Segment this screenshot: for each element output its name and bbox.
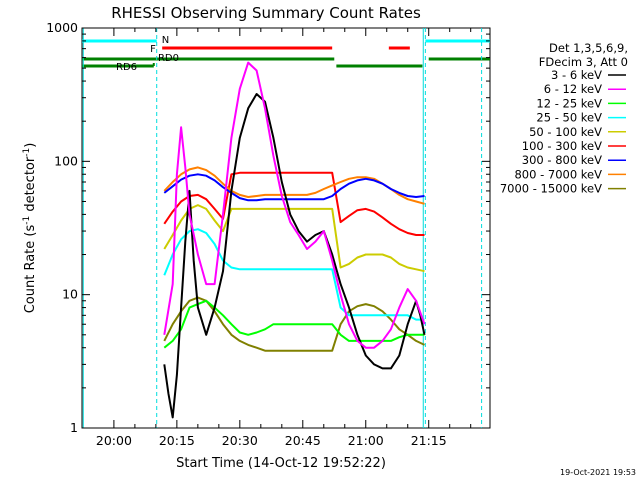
x-tick-label: 20:15 <box>159 433 195 448</box>
legend-label: 7000 - 15000 keV <box>500 182 602 196</box>
y-tick-label: 10 <box>62 287 78 302</box>
y-tick-label: 100 <box>54 153 78 168</box>
series-line <box>163 204 425 273</box>
night-label: N <box>162 35 169 46</box>
x-tick-label: 21:00 <box>348 433 384 448</box>
legend-label: 100 - 300 keV <box>522 139 602 153</box>
series-line <box>163 93 426 419</box>
y-tick-label: 1000 <box>46 20 78 35</box>
series-line <box>163 61 426 349</box>
legend-header-line1: Det 1,3,5,6,9, <box>549 41 628 55</box>
legend-label: 300 - 800 keV <box>522 153 602 167</box>
x-tick-label: 20:30 <box>222 433 258 448</box>
legend-label: 50 - 100 keV <box>529 125 602 139</box>
legend-label: 12 - 25 keV <box>536 96 602 110</box>
series-line <box>163 171 425 236</box>
x-axis: 20:00 20:15 20:30 20:45 21:00 21:15 <box>96 28 472 448</box>
x-tick-label: 21:15 <box>411 433 447 448</box>
rd6-label: RD6 <box>116 62 137 73</box>
rd0-label: RD0 <box>158 53 179 64</box>
flare-label: F <box>150 44 156 55</box>
y-axis: 1 10 100 1000 <box>46 20 490 435</box>
x-axis-label: Start Time (14-Oct-12 19:52:22) <box>176 456 386 471</box>
y-tick-label: 1 <box>70 420 78 435</box>
legend-header-line2: FDecim 3, Att 0 <box>539 55 628 69</box>
series-lines <box>163 61 426 419</box>
plot-frame <box>81 27 491 429</box>
x-tick-label: 20:00 <box>96 433 132 448</box>
footer-date: 19-Oct-2021 19:53 <box>560 468 636 477</box>
series-line <box>163 173 425 202</box>
x-tick-label: 20:45 <box>285 433 321 448</box>
chart-title: RHESSI Observing Summary Count Rates <box>111 4 421 22</box>
legend-label: 25 - 50 keV <box>536 111 602 125</box>
series-line <box>163 228 425 321</box>
legend-label: 3 - 6 keV <box>551 68 602 82</box>
legend-label: 6 - 12 keV <box>544 82 602 96</box>
legend-label: 800 - 7000 keV <box>514 167 602 181</box>
attenuator-lines <box>82 28 483 428</box>
y-axis-label: Count Rate (s-1 detector-1) <box>22 143 38 314</box>
